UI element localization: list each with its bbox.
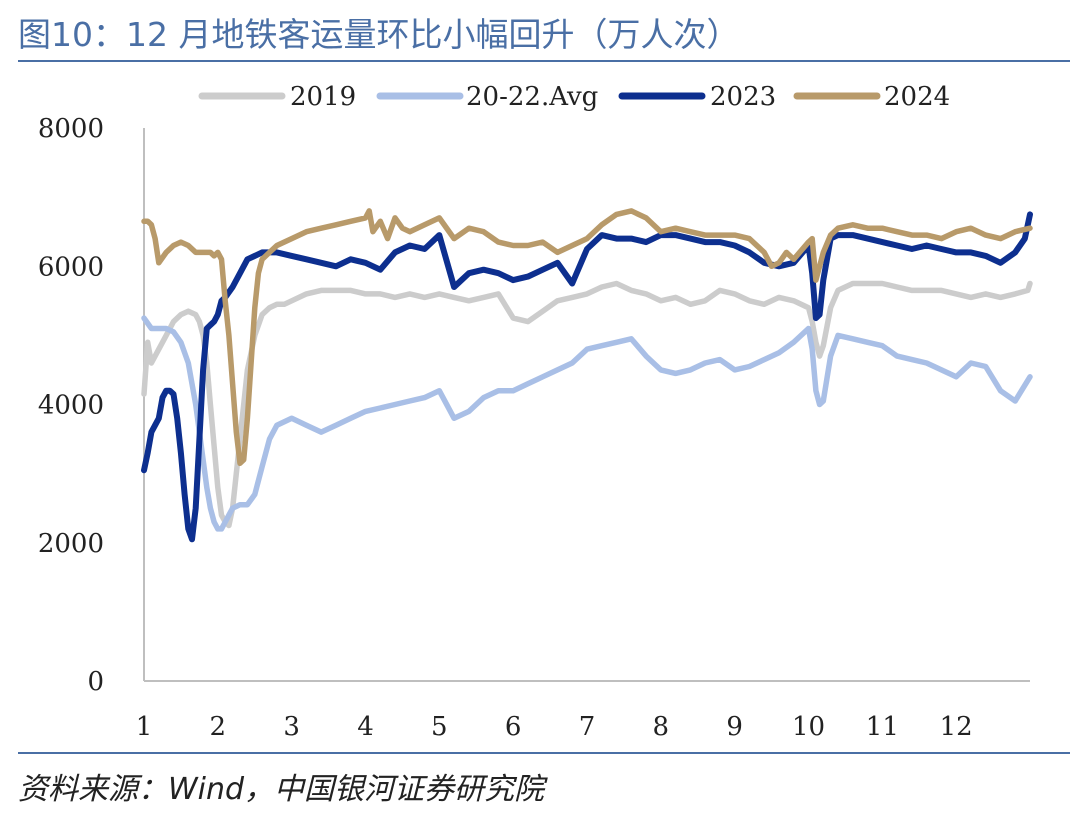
series-line-2023 <box>141 211 1033 543</box>
x-tick-label: 8 <box>653 712 670 742</box>
bottom-divider <box>18 752 1070 754</box>
x-tick-label: 1 <box>136 712 153 742</box>
x-tick-label: 5 <box>431 712 448 742</box>
x-tick-label: 4 <box>357 712 374 742</box>
line-chart: 2019 20-22.Avg 2023 2024 0 2000 4000 6000 8000 1… <box>38 82 1033 742</box>
x-tick-label: 12 <box>940 712 973 742</box>
source-note: 资料来源：Wind，中国银河证券研究院 <box>18 772 545 807</box>
chart-title: 图10：12 月地铁客运量环比小幅回升（万人次） <box>18 15 740 54</box>
legend: 2019 20-22.Avg 2023 2024 <box>198 82 950 112</box>
x-tick-label: 9 <box>726 712 743 742</box>
x-tick-label: 11 <box>866 712 899 742</box>
series-line-2024 <box>141 208 1033 467</box>
x-tick-label: 10 <box>792 712 825 742</box>
y-tick-label: 2000 <box>38 529 104 559</box>
y-tick-label: 0 <box>87 667 104 697</box>
series-line-20-22-avg <box>141 315 1033 532</box>
y-tick-label: 8000 <box>38 114 104 144</box>
y-tick-label: 4000 <box>38 391 104 421</box>
legend-label: 2019 <box>290 82 356 112</box>
top-divider <box>18 60 1070 62</box>
series-layer <box>141 208 1033 543</box>
legend-label: 20-22.Avg <box>466 82 598 112</box>
series-line-2019 <box>141 280 1033 529</box>
y-tick-label: 6000 <box>38 252 104 282</box>
x-tick-label: 7 <box>579 712 596 742</box>
x-tick-label: 3 <box>283 712 300 742</box>
legend-label: 2023 <box>710 82 776 112</box>
legend-label: 2024 <box>884 82 950 112</box>
x-tick-label: 6 <box>505 712 522 742</box>
x-tick-label: 2 <box>210 712 227 742</box>
